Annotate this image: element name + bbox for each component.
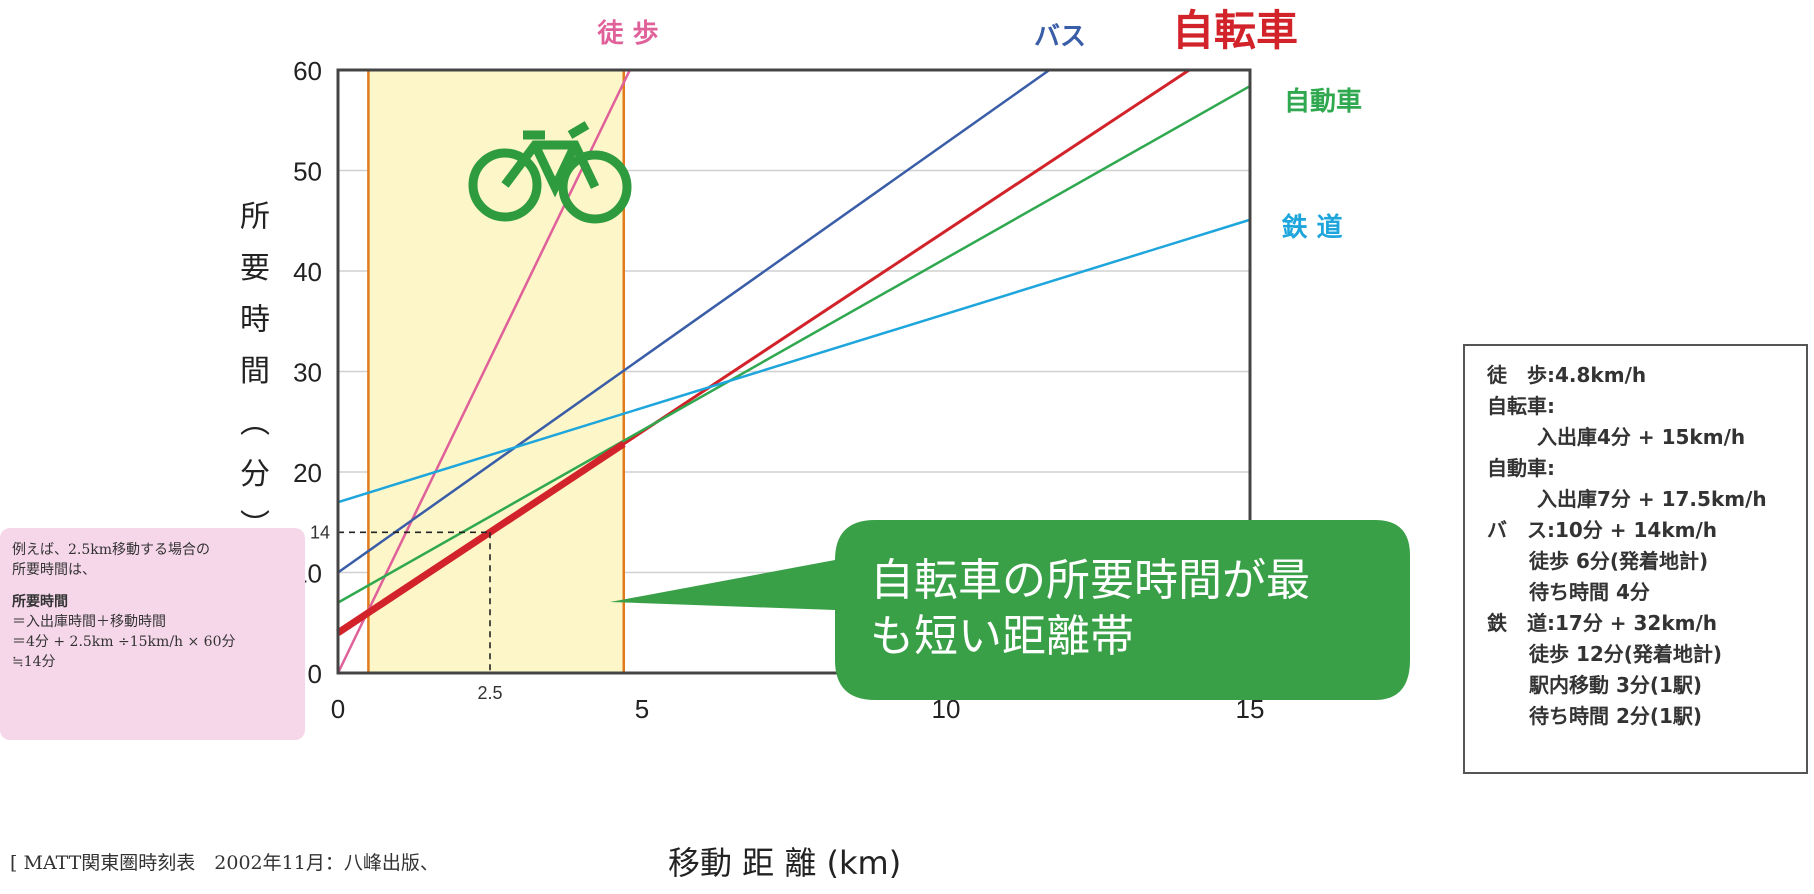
series-lines: [336, 68, 1251, 674]
example-line-4: ＝4分 + 2.5km ÷15km/h × 60分: [12, 634, 236, 650]
series-line: [337, 84, 1251, 604]
note-bus-walk: 徒歩 6分(発着地計): [1529, 549, 1709, 573]
example-line-1: 例えば、2.5km移動する場合の: [12, 542, 211, 558]
example-line-5: ≒14分: [12, 654, 56, 670]
series-line: [337, 68, 1051, 574]
y-tick-label: 50: [293, 157, 322, 187]
series-line: [336, 69, 631, 674]
example-text: 例えば、2.5km移動する場合の 所要時間は、 所要時間 ＝入出庫時間＋移動時間…: [12, 540, 302, 672]
series-label: バス: [1034, 22, 1086, 52]
callout-line-1: 自転車の所要時間が最: [870, 555, 1310, 606]
guide-x-label: 2.5: [477, 683, 502, 703]
note-rail-walk: 徒歩 12分(発着地計): [1529, 642, 1723, 666]
series-line: [337, 218, 1251, 504]
series-label: 自転車: [1172, 6, 1298, 55]
example-line-2: 所要時間は、: [12, 562, 96, 578]
y-tick-label: 30: [293, 358, 322, 388]
y-tick-label: 60: [293, 56, 322, 86]
bicycle-icon: [468, 121, 632, 224]
note-bus-wait: 待ち時間 4分: [1529, 580, 1650, 604]
callout-bubble: [610, 520, 1410, 700]
y-tick-label: 20: [293, 458, 322, 488]
y-axis-label: 所 要 時 間 （ 分 ）: [234, 200, 269, 546]
note-rail: 鉄 道:17分 + 32km/h: [1487, 611, 1718, 635]
note-rail-wait: 待ち時間 2分(1駅): [1529, 704, 1703, 728]
note-car-head: 自動車:: [1487, 456, 1555, 480]
citation: [ MATT関東圏時刻表 2002年11月：八峰出版、: [10, 852, 439, 874]
note-bus: バ ス:10分 + 14km/h: [1487, 518, 1718, 542]
y-tick-label: 40: [293, 257, 322, 287]
example-bold: 所要時間: [12, 594, 68, 610]
callout-line-2: も短い距離帯: [870, 611, 1134, 662]
note-walk: 徒 歩:4.8km/h: [1487, 363, 1647, 387]
example-panel: [0, 528, 305, 740]
note-car: 入出庫7分 + 17.5km/h: [1537, 487, 1767, 511]
note-bike-head: 自転車:: [1487, 394, 1555, 418]
y-tick-label: 0: [308, 659, 322, 689]
speed-notes-panel: 徒 歩:4.8km/h 自転車: 入出庫4分 + 15km/h 自動車: 入出庫…: [1463, 344, 1808, 774]
series-label: 自動車: [1284, 86, 1362, 117]
x-axis-label: 移動 距 離 (km): [668, 844, 902, 882]
series-label: 徒 歩: [596, 19, 658, 49]
guide-y-label: 14: [310, 522, 330, 542]
plot-frame: [336, 68, 1252, 675]
note-bike: 入出庫4分 + 15km/h: [1537, 425, 1746, 449]
x-tick-label: 5: [635, 694, 649, 724]
bicycle-emphasis-line: [336, 440, 626, 636]
x-tick-label: 0: [331, 694, 345, 724]
note-rail-station: 駅内移動 3分(1駅): [1529, 673, 1703, 697]
example-line-3: ＝入出庫時間＋移動時間: [12, 614, 166, 630]
annotation-guides: 2.5 14: [310, 522, 503, 703]
callout-text: 自転車の所要時間が最 も短い距離帯: [870, 553, 1400, 665]
series-label: 鉄 道: [1281, 212, 1342, 243]
